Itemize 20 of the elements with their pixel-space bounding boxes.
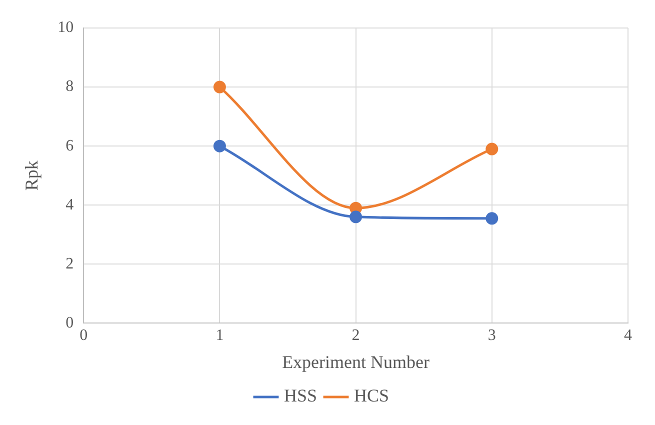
y-axis-title: Rpk [22, 160, 42, 191]
legend-label: HSS [284, 386, 318, 406]
y-tick-label: 2 [66, 255, 74, 272]
legend-label: HCS [354, 386, 390, 406]
x-tick-label: 2 [352, 327, 360, 344]
point [486, 142, 498, 156]
y-tick-label: 0 [66, 314, 74, 332]
point [350, 210, 362, 224]
x-axis-title: Experiment Number [282, 352, 430, 372]
point [213, 140, 226, 152]
y-tick-label: 4 [66, 196, 74, 214]
x-tick-label: 4 [624, 327, 632, 344]
x-tick-label: 0 [80, 327, 88, 344]
y-tick-label: 8 [66, 78, 74, 96]
x-tick-label: 3 [488, 327, 496, 344]
y-tick-label: 10 [58, 19, 74, 36]
x-tick-label: 1 [216, 327, 224, 344]
point [213, 80, 226, 94]
point [486, 212, 498, 225]
y-tick-label: 6 [66, 137, 74, 154]
